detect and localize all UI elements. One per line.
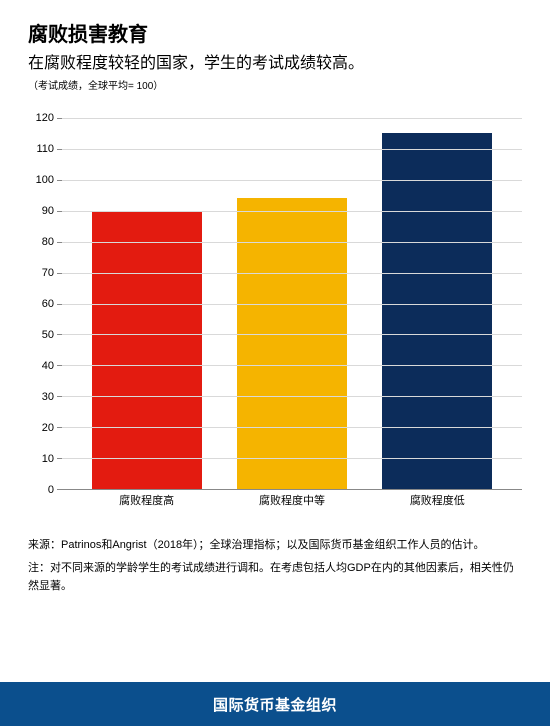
y-tick-label: 40 bbox=[42, 360, 54, 372]
y-tick-label: 50 bbox=[42, 329, 54, 341]
grid-line bbox=[62, 427, 522, 428]
chart-title: 腐败损害教育 bbox=[28, 18, 522, 47]
x-tick-label: 腐败程度低 bbox=[382, 492, 492, 508]
y-tick-label: 100 bbox=[36, 174, 54, 186]
grid-line bbox=[62, 304, 522, 305]
grid-line bbox=[62, 334, 522, 335]
y-tick-label: 120 bbox=[36, 112, 54, 124]
y-tick-label: 90 bbox=[42, 205, 54, 217]
grid-line bbox=[62, 458, 522, 459]
source-line: 来源：Patrinos和Angrist（2018年）；全球治理指标；以及国际货币… bbox=[28, 536, 522, 555]
x-axis-labels: 腐败程度高 腐败程度中等 腐败程度低 bbox=[62, 492, 522, 508]
y-tick-label: 80 bbox=[42, 236, 54, 248]
chart-subtitle: 在腐败程度较轻的国家，学生的考试成绩较高。 bbox=[28, 49, 522, 73]
grid-line bbox=[62, 273, 522, 274]
footer-bar: 国际货币基金组织 bbox=[0, 682, 550, 726]
y-tick-label: 70 bbox=[42, 267, 54, 279]
y-tick-label: 20 bbox=[42, 422, 54, 434]
grid-line bbox=[62, 396, 522, 397]
grid-line bbox=[62, 118, 522, 119]
y-tick-label: 110 bbox=[36, 143, 54, 155]
y-tick-label: 10 bbox=[42, 453, 54, 465]
bar bbox=[92, 211, 202, 489]
grid-line bbox=[62, 180, 522, 181]
footer-text: 国际货币基金组织 bbox=[213, 694, 337, 715]
source-notes: 来源：Patrinos和Angrist（2018年）；全球治理指标；以及国际货币… bbox=[0, 508, 550, 596]
grid-line bbox=[62, 149, 522, 150]
bar bbox=[382, 133, 492, 489]
y-tick-label: 30 bbox=[42, 391, 54, 403]
header: 腐败损害教育 在腐败程度较轻的国家，学生的考试成绩较高。 （考试成绩，全球平均=… bbox=[0, 0, 550, 96]
note-line: 注：对不同来源的学龄学生的考试成绩进行调和。在考虑包括人均GDP在内的其他因素后… bbox=[28, 559, 522, 596]
y-tick-label: 60 bbox=[42, 298, 54, 310]
grid-line bbox=[62, 365, 522, 366]
x-tick-label: 腐败程度高 bbox=[92, 492, 202, 508]
grid-line bbox=[62, 242, 522, 243]
plot-area bbox=[62, 118, 522, 490]
chart-area: 0102030405060708090100110120 腐败程度高腐败程度中等… bbox=[28, 118, 522, 508]
chart-axis-note: （考试成绩，全球平均= 100） bbox=[28, 77, 522, 92]
x-tick-label: 腐败程度中等 bbox=[237, 492, 347, 508]
y-tick-label: 0 bbox=[48, 484, 54, 496]
grid-line bbox=[62, 211, 522, 212]
y-axis: 0102030405060708090100110120 bbox=[28, 118, 60, 490]
